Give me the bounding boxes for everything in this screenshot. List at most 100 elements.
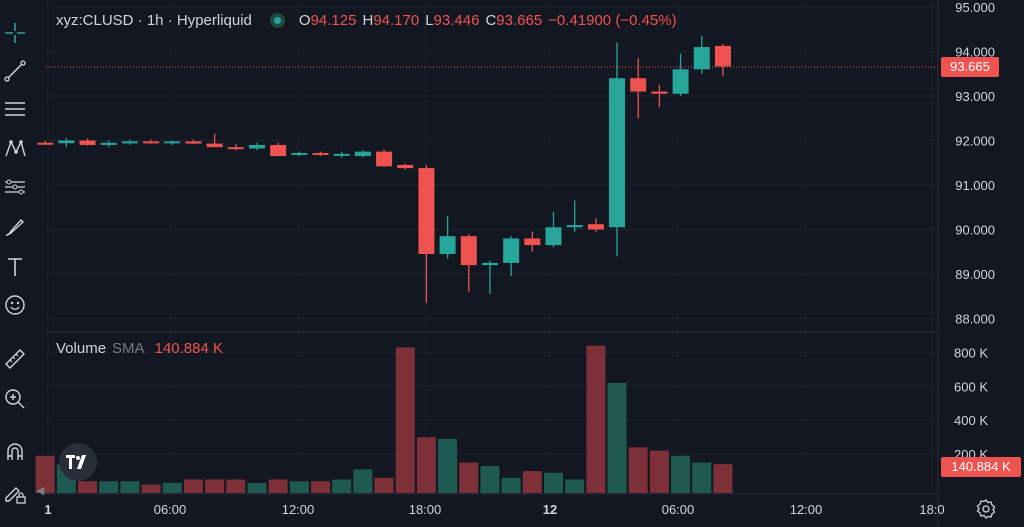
open-value: 94.125: [310, 12, 357, 29]
symbol-title[interactable]: xyz:CLUSD · 1h · Hyperliquid: [56, 12, 252, 29]
candle-body: [248, 144, 265, 149]
zoom-icon[interactable]: [0, 384, 30, 414]
volume-bar: [586, 345, 606, 493]
volume-title[interactable]: Volume: [56, 340, 107, 357]
time-tick-label: 12:00: [790, 502, 823, 517]
candle-body: [376, 151, 393, 167]
candle-body: [397, 164, 414, 169]
volume-bar: [311, 481, 331, 493]
emoji-icon[interactable]: [0, 290, 30, 320]
candle-body: [227, 147, 244, 150]
market-status-icon[interactable]: [269, 13, 285, 28]
time-tick-label: 18:0: [919, 502, 944, 517]
low-value: 93.446: [433, 12, 480, 29]
time-tick-label: 12: [543, 502, 557, 517]
price-tick-label: 93.000: [955, 89, 995, 104]
volume-bar: [480, 465, 500, 493]
grid: [46, 0, 938, 494]
high-label: H: [362, 12, 374, 29]
price-axis[interactable]: 95.000 94.000 93.000 92.000 91.000 90.000 89.0…: [955, 0, 995, 327]
candle-body: [291, 152, 308, 155]
scroll-left-icon[interactable]: ◀: [36, 485, 45, 497]
candle-body: [270, 144, 287, 157]
horizontal-lines-icon[interactable]: [0, 94, 30, 124]
volume-bar: [649, 450, 669, 493]
lock-pencil-icon[interactable]: [0, 478, 30, 508]
volume-bar: [78, 481, 98, 493]
candle-body: [37, 142, 54, 145]
volume-tick-label: 600 K: [954, 379, 988, 394]
volume-sma-label: SMA: [112, 340, 145, 357]
volume-bar: [374, 477, 394, 493]
volume-bar: [692, 462, 712, 493]
volume-bar: [226, 479, 246, 493]
volume-bar: [438, 438, 458, 493]
volume-bar: [268, 479, 288, 493]
volume-bar: [247, 482, 267, 493]
volume-tick-label: 800 K: [954, 345, 988, 360]
time-axis[interactable]: 1 06:00 12:00 18:00 12 06:00 12:00 18:0: [44, 502, 944, 517]
candles: [37, 35, 731, 303]
candle-body: [609, 78, 626, 228]
candle-body: [439, 236, 456, 254]
last-price-tag: 93.665: [941, 57, 999, 77]
candle-body: [164, 141, 181, 144]
change-value: −0.41900 (−0.45%): [548, 12, 677, 29]
candle-body: [693, 47, 710, 70]
candle-body: [143, 141, 160, 144]
magnet-icon[interactable]: [0, 438, 30, 468]
candle-body: [714, 45, 731, 67]
volume-bars: [35, 345, 733, 493]
volume-bar: [501, 477, 521, 493]
volume-tick-label: 400 K: [954, 413, 988, 428]
settings-gear-icon[interactable]: [974, 497, 998, 521]
drawing-toolbar: [0, 0, 34, 527]
volume-bar: [565, 479, 585, 493]
time-tick-label: 1: [44, 502, 51, 517]
time-tick-label: 12:00: [282, 502, 315, 517]
price-tick-label: 90.000: [955, 223, 995, 238]
brush-icon[interactable]: [0, 212, 30, 242]
crosshair-icon[interactable]: [0, 18, 30, 48]
candle-body: [185, 141, 202, 144]
volume-bar: [183, 479, 203, 493]
tradingview-logo[interactable]: [59, 443, 97, 481]
candle-body: [354, 151, 371, 157]
price-tick-label: 91.000: [955, 178, 995, 193]
ruler-icon[interactable]: [0, 344, 30, 374]
close-value: 93.665: [496, 12, 543, 29]
price-tick-label: 92.000: [955, 134, 995, 149]
volume-bar: [544, 472, 563, 493]
volume-bar: [607, 382, 627, 493]
pattern-icon[interactable]: [0, 134, 30, 164]
text-icon[interactable]: [0, 252, 30, 282]
volume-sma-value: 140.884 K: [154, 340, 223, 357]
time-tick-label: 06:00: [154, 502, 187, 517]
low-label: L: [425, 12, 434, 29]
volume-bar: [162, 482, 182, 493]
price-tick-label: 88.000: [955, 312, 995, 327]
candle-body: [79, 140, 96, 145]
high-value: 94.170: [373, 12, 420, 29]
open-label: O: [298, 12, 311, 29]
candle-body: [121, 141, 138, 144]
volume-bar: [713, 464, 733, 493]
volume-bar: [332, 479, 352, 493]
volume-bar: [35, 455, 55, 493]
volume-bar: [416, 437, 436, 493]
fib-icon[interactable]: [0, 172, 30, 202]
volume-bar: [99, 481, 119, 493]
candle-body: [545, 227, 562, 246]
price-tick-label: 89.000: [955, 267, 995, 282]
trend-line-icon[interactable]: [0, 56, 30, 86]
volume-bar: [289, 481, 309, 493]
volume-bar: [522, 471, 542, 493]
time-tick-label: 06:00: [662, 502, 695, 517]
time-tick-label: 18:00: [409, 502, 442, 517]
candle-body: [312, 152, 329, 155]
candle-body: [206, 143, 223, 148]
candle-body: [100, 142, 117, 145]
volume-bar: [141, 484, 161, 493]
